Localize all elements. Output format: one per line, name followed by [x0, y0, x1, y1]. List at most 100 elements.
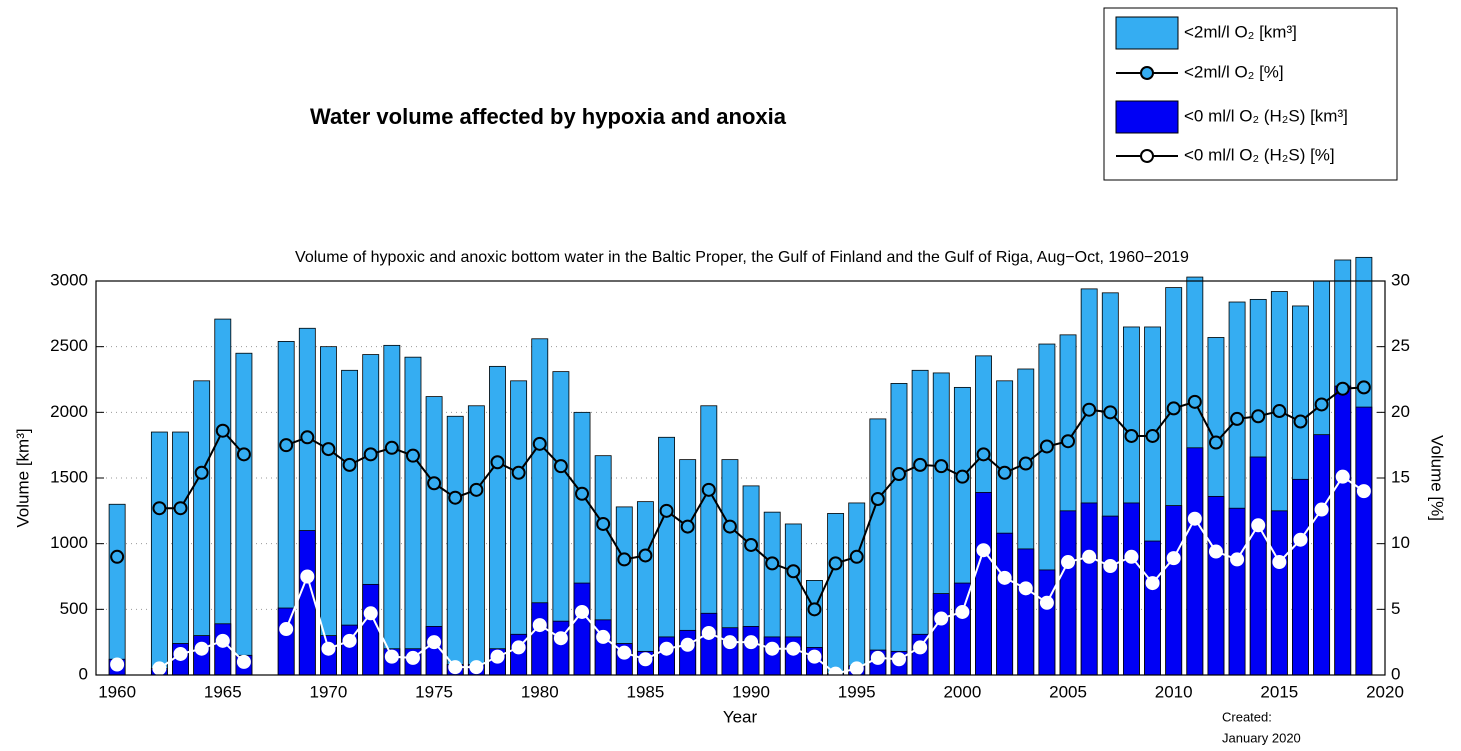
bar — [679, 629, 697, 676]
bar — [235, 352, 253, 676]
marker — [1293, 532, 1308, 547]
marker — [279, 622, 294, 637]
x-axis-label: Year — [723, 707, 758, 726]
marker — [638, 548, 653, 563]
marker — [701, 482, 716, 497]
marker — [638, 652, 653, 667]
bar — [869, 418, 887, 676]
y2-axis-label: Volume [%] — [1428, 435, 1447, 521]
bar — [320, 346, 337, 676]
marker — [1272, 555, 1287, 570]
bar — [531, 602, 549, 676]
marker — [575, 486, 590, 501]
marker — [934, 611, 949, 626]
marker — [173, 646, 188, 661]
bar — [425, 626, 443, 676]
marker — [934, 459, 949, 474]
marker — [722, 519, 737, 534]
marker — [913, 640, 928, 655]
marker — [1335, 469, 1350, 484]
y2-tick-label: 5 — [1391, 599, 1400, 618]
legend-label: <2ml/l O₂ [%] — [1184, 62, 1284, 81]
marker — [1039, 595, 1054, 610]
marker — [828, 556, 843, 571]
marker — [1272, 404, 1287, 419]
marker — [469, 482, 484, 497]
marker — [152, 501, 167, 516]
marker — [1166, 401, 1181, 416]
marker — [680, 637, 695, 652]
marker — [194, 641, 209, 656]
legend-label: <2ml/l O₂ [km³] — [1184, 22, 1297, 41]
legend-label: <0 ml/l O₂ (H₂S) [%] — [1184, 145, 1335, 164]
legend-swatch — [1140, 66, 1154, 80]
marker — [807, 649, 822, 664]
marker — [596, 516, 611, 531]
x-tick-label: 1970 — [310, 682, 348, 701]
marker — [870, 650, 885, 665]
bar — [150, 431, 168, 676]
marker — [744, 537, 759, 552]
marker — [1145, 576, 1160, 591]
marker — [786, 564, 801, 579]
y2-tick-label: 0 — [1391, 664, 1400, 683]
y-tick-label: 1000 — [50, 533, 88, 552]
line — [158, 475, 1365, 675]
marker — [490, 649, 505, 664]
marker — [279, 438, 294, 453]
marker — [469, 660, 484, 675]
x-tick-label: 2000 — [943, 682, 981, 701]
line — [159, 386, 1364, 612]
marker — [1251, 518, 1266, 533]
marker — [321, 641, 336, 656]
y-tick-label: 0 — [79, 664, 88, 683]
bar — [996, 532, 1014, 676]
marker — [342, 633, 357, 648]
bar — [362, 583, 380, 676]
bar — [1334, 385, 1352, 676]
legend-swatch — [1140, 149, 1154, 163]
marker — [891, 467, 906, 482]
x-tick-label: 1960 — [98, 682, 136, 701]
marker — [765, 641, 780, 656]
marker — [955, 604, 970, 619]
bar — [700, 612, 718, 676]
bar — [848, 502, 866, 676]
bar — [1038, 569, 1056, 676]
marker — [1356, 484, 1371, 499]
x-tick-label: 2020 — [1366, 682, 1404, 701]
bar — [1017, 548, 1035, 676]
marker — [152, 661, 167, 676]
marker — [976, 447, 991, 462]
annotation: Created: — [1222, 709, 1272, 724]
marker — [997, 570, 1012, 585]
chart-title: Water volume affected by hypoxia and ano… — [310, 104, 787, 129]
marker — [1356, 380, 1371, 395]
marker — [1230, 552, 1245, 567]
marker — [553, 631, 568, 646]
bar — [214, 318, 232, 676]
chart-subtitle: Volume of hypoxic and anoxic bottom wate… — [295, 249, 1189, 266]
marker — [300, 430, 315, 445]
marker — [891, 652, 906, 667]
marker — [1208, 544, 1223, 559]
bar — [298, 530, 316, 676]
bar — [975, 492, 992, 676]
bar — [1207, 495, 1225, 676]
marker — [194, 465, 209, 480]
x-tick-label: 1990 — [732, 682, 770, 701]
bar — [932, 593, 950, 676]
marker — [575, 604, 590, 619]
x-tick-label: 2005 — [1049, 682, 1087, 701]
marker — [955, 469, 970, 484]
marker — [976, 543, 991, 558]
y-tick-label: 2500 — [50, 336, 88, 355]
legend-label: <0 ml/l O₂ (H₂S) [km³] — [1184, 106, 1348, 125]
marker — [1039, 439, 1054, 454]
x-tick-label: 2015 — [1260, 682, 1298, 701]
marker — [236, 447, 251, 462]
marker — [1061, 555, 1076, 570]
marker — [997, 465, 1012, 480]
y2-tick-label: 30 — [1391, 270, 1410, 289]
bar — [404, 356, 422, 676]
